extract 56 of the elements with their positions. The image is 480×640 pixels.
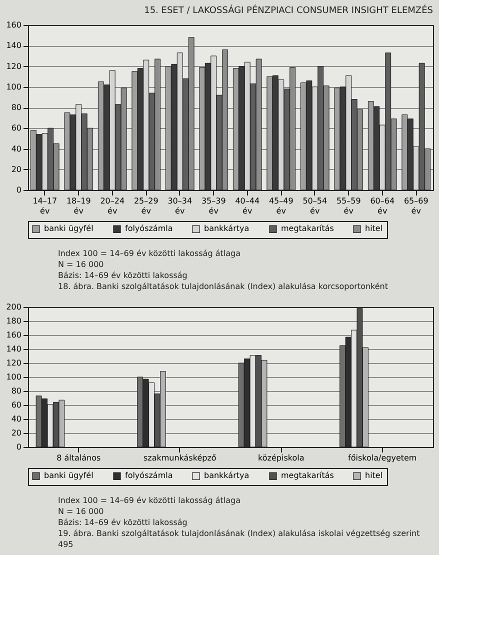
y-tick-label: 40 bbox=[11, 414, 22, 424]
text: N = 16 000 bbox=[58, 260, 104, 269]
text: 19. ábra. Banki szolgáltatások tulajdonlásának (Index) alakulása iskolai végzettség szerint bbox=[58, 529, 420, 538]
x-tick-label: 65–69 év bbox=[404, 196, 428, 216]
text: Bázis: 14–69 év közötti lakosság bbox=[58, 518, 188, 527]
y-tick-label: 100 bbox=[6, 372, 22, 382]
x-tick-label: szakmunkásképző bbox=[143, 454, 216, 462]
x-tick-label: 60–64 év bbox=[370, 196, 395, 216]
x-tick-label: 20–24 év bbox=[100, 196, 125, 216]
y-tick-label: 0 bbox=[16, 186, 22, 194]
legend-label: banki ügyfél bbox=[44, 224, 94, 234]
legend-label: folyószámla bbox=[125, 471, 173, 480]
x-tick-label: 40–44 év bbox=[235, 196, 260, 216]
y-tick-label: 80 bbox=[11, 386, 22, 396]
legend-label: hitel bbox=[365, 224, 383, 234]
legend-label: hitel bbox=[365, 471, 383, 480]
y-tick-label: 0 bbox=[16, 442, 22, 452]
y-tick-label: 20 bbox=[11, 428, 22, 438]
y-tick-label: 60 bbox=[11, 124, 22, 133]
y-tick-label: 140 bbox=[6, 41, 22, 50]
legend-label: megtakarítás bbox=[281, 224, 334, 234]
x-tick-label: 35–39 év bbox=[201, 196, 226, 216]
y-tick-label: 160 bbox=[6, 20, 22, 30]
legend-label: banki ügyfél bbox=[44, 471, 94, 480]
y-tick-label: 120 bbox=[6, 358, 22, 368]
y-tick-label: 140 bbox=[6, 344, 22, 354]
legend-label: folyószámla bbox=[125, 224, 173, 234]
x-tick-label: 55–59 év bbox=[336, 196, 361, 216]
legend-label: bankkártya bbox=[204, 224, 250, 234]
chart-title: 15. ESET / LAKOSSÁGI PÉNZPIACI CONSUMER INSIGHT ELEMZÉS bbox=[144, 4, 434, 16]
text: N = 16 000 bbox=[58, 507, 104, 516]
text: Index 100 = 14–69 év közötti lakosság átlaga bbox=[58, 496, 241, 505]
legend-label: megtakarítás bbox=[281, 471, 334, 480]
y-tick-label: 60 bbox=[11, 400, 22, 410]
x-tick-label: középiskola bbox=[258, 454, 304, 462]
text: 495 bbox=[58, 540, 74, 549]
y-tick-label: 20 bbox=[11, 164, 22, 174]
text: Index 100 = 14–69 év közötti lakosság átlaga bbox=[58, 249, 241, 258]
y-tick-label: 180 bbox=[6, 316, 22, 326]
text: Bázis: 14–69 év közötti lakosság bbox=[58, 271, 188, 280]
y-tick-label: 200 bbox=[6, 302, 22, 312]
x-tick-label: 8 általános bbox=[56, 454, 101, 462]
y-tick-label: 120 bbox=[6, 62, 22, 71]
legend-label: bankkártya bbox=[204, 471, 250, 480]
x-tick-label: 25–29 év bbox=[134, 196, 158, 216]
x-tick-label: 30–34 év bbox=[168, 196, 192, 216]
y-tick-label: 160 bbox=[6, 330, 22, 340]
x-tick-label: 45–49 év bbox=[268, 196, 294, 216]
x-tick-label: 18–19 év bbox=[66, 196, 91, 216]
y-tick-label: 40 bbox=[11, 144, 22, 154]
y-tick-label: 80 bbox=[11, 103, 22, 112]
x-tick-label: főiskola/egyetem bbox=[348, 454, 417, 462]
x-tick-label: 14–17 év bbox=[32, 196, 58, 216]
x-tick-label: 50–54 év bbox=[302, 196, 328, 216]
y-tick-label: 100 bbox=[6, 82, 22, 92]
text: 18. ábra. Banki szolgáltatások tulajdonlásának (Index) alakulása korcsoportonként bbox=[58, 282, 388, 291]
